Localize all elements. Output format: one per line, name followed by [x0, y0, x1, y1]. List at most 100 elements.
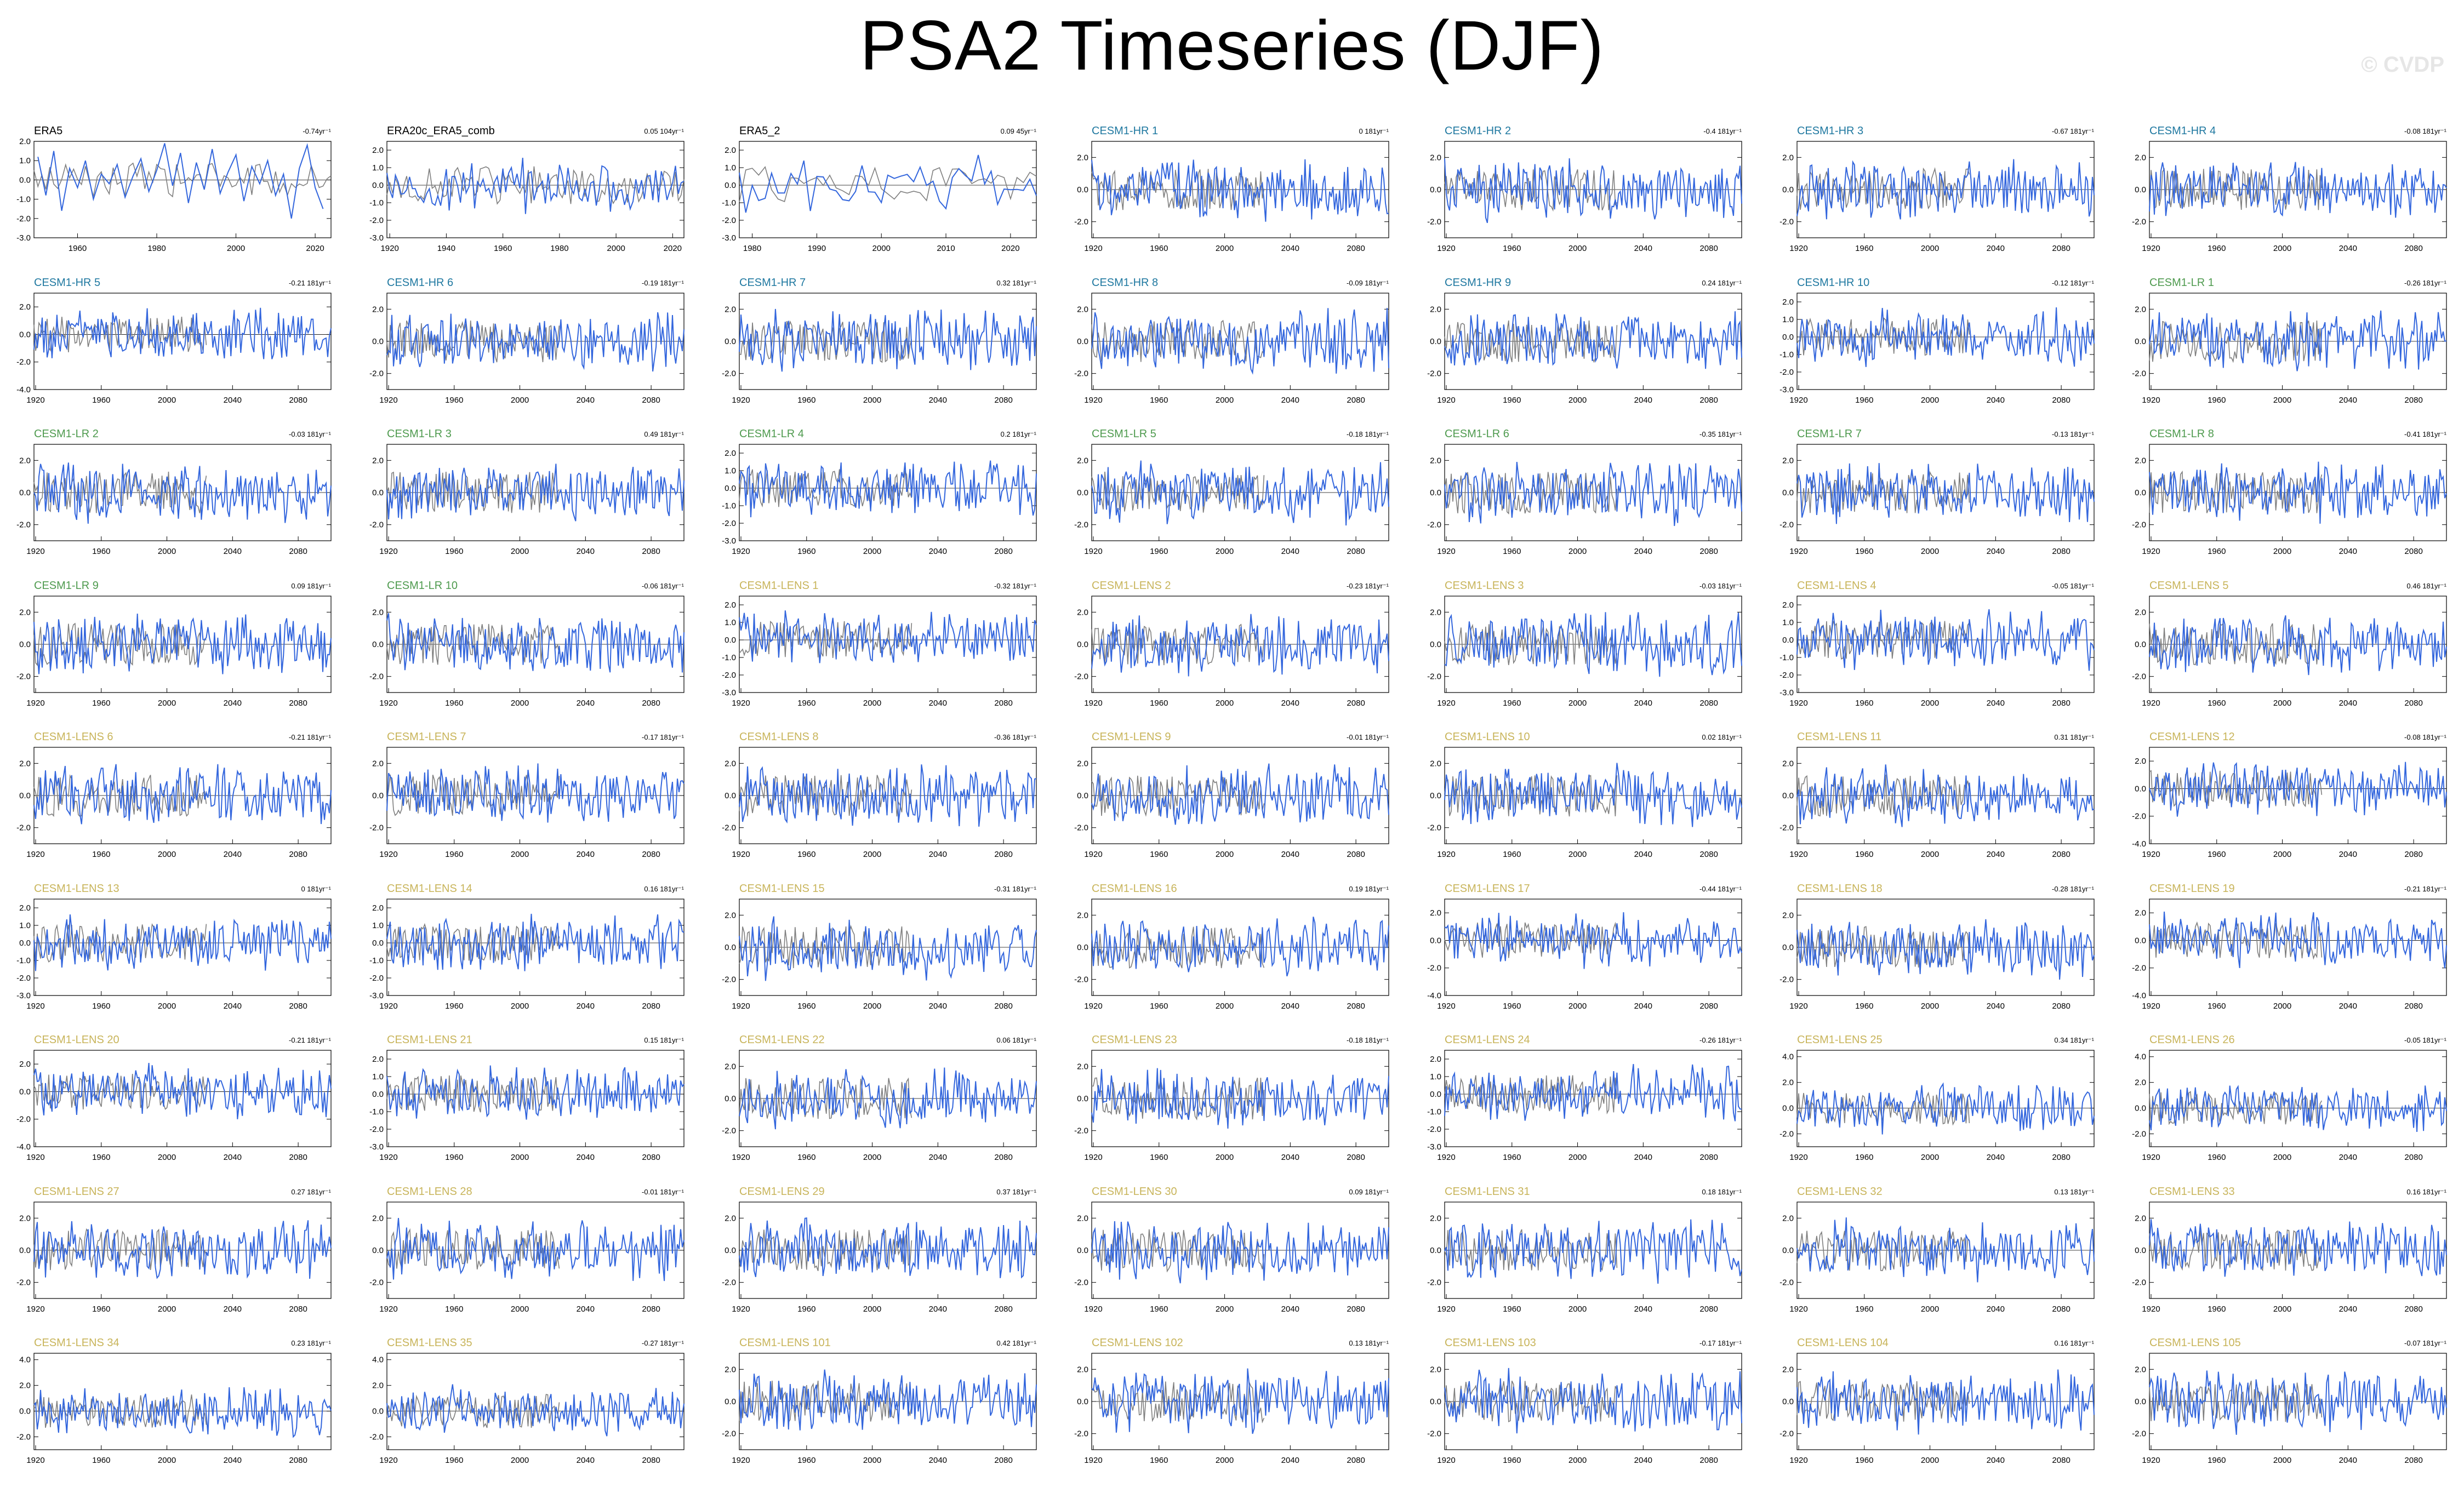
member-series-line: [2149, 911, 2447, 969]
panel-trend-label: 0.46 181yr⁻¹: [2406, 582, 2446, 590]
x-tick-label: 2000: [1568, 1305, 1587, 1314]
x-tick-label: 2000: [1921, 547, 1939, 556]
y-tick-label: -1.0: [722, 501, 736, 511]
x-tick-label: 1920: [1437, 396, 1455, 405]
ensemble-mean-line: [2149, 1091, 2323, 1125]
y-tick-label: 2.0: [1430, 1365, 1441, 1374]
x-tick-label: 1960: [92, 850, 110, 859]
plot-frame: [1796, 1050, 2095, 1147]
y-tick-label: 2.0: [2135, 908, 2146, 918]
y-tick-label: -2.0: [1779, 218, 1794, 227]
ensemble-mean-line: [1444, 1075, 1618, 1115]
x-tick-label: 1960: [92, 699, 110, 708]
x-tick-label: 1960: [445, 1456, 463, 1465]
x-tick-label: 1960: [1503, 1002, 1521, 1011]
ensemble-mean-line: [1796, 926, 1970, 968]
y-tick-label: 0.0: [2135, 640, 2146, 649]
y-tick-label: 2.0: [2135, 608, 2146, 617]
plot-frame: [1091, 1050, 1389, 1147]
member-series-line: [33, 1220, 332, 1279]
member-series-line: [739, 1217, 1037, 1279]
x-tick-label: 1920: [26, 396, 44, 405]
x-tick-label: 1960: [92, 396, 110, 405]
y-tick-label: 0.0: [19, 1407, 31, 1416]
x-tick-label: 1920: [2142, 850, 2160, 859]
y-tick-label: -2.0: [369, 216, 384, 225]
x-tick-label: 2040: [1634, 1456, 1652, 1465]
x-tick-label: 1920: [1084, 1153, 1102, 1162]
panel-trend-label: -0.07 181yr⁻¹: [2404, 1339, 2446, 1347]
panel-trend-label: 0.06 181yr⁻¹: [996, 1036, 1036, 1044]
y-tick-label: -3.0: [369, 1142, 384, 1152]
x-tick-label: 2000: [863, 850, 881, 859]
member-series-line: [739, 1067, 1037, 1130]
panel-title: CESM1-HR 3: [1797, 125, 1864, 137]
y-tick-label: 4.0: [2135, 1052, 2146, 1062]
x-tick-label: 1960: [1503, 1153, 1521, 1162]
x-tick-label: 2080: [2052, 1456, 2070, 1465]
x-tick-label: 1960: [1150, 699, 1168, 708]
x-tick-label: 1960: [797, 1456, 815, 1465]
x-tick-label: 2080: [2404, 1305, 2422, 1314]
y-tick-label: 2.0: [1782, 600, 1794, 610]
panel-title: CESM1-LENS 26: [2149, 1034, 2235, 1046]
plot-frame: [33, 1353, 332, 1450]
panel-title: CESM1-LENS 18: [1797, 883, 1883, 895]
y-tick-label: 0.0: [725, 943, 736, 952]
panel-title: CESM1-LR 8: [2149, 428, 2214, 440]
panel-title: CESM1-LENS 103: [1445, 1337, 1536, 1349]
panel-trend-label: 0 181yr⁻¹: [1359, 127, 1389, 135]
panel-title: CESM1-LR 9: [34, 580, 99, 592]
ensemble-mean-line: [386, 923, 560, 962]
ensemble-mean-line: [33, 1074, 207, 1110]
y-tick-label: 2.0: [1077, 1365, 1088, 1374]
y-tick-label: 2.0: [1430, 908, 1441, 918]
ensemble-mean-line: [739, 165, 1037, 203]
y-tick-label: 2.0: [725, 305, 736, 314]
y-tick-label: -1.0: [1779, 350, 1794, 359]
member-series-line: [386, 312, 685, 372]
x-tick-label: 2000: [158, 1002, 176, 1011]
x-tick-label: 2040: [1281, 1456, 1299, 1465]
x-tick-label: 2040: [1281, 850, 1299, 859]
member-series-line: [1091, 159, 1389, 222]
x-tick-label: 2000: [1216, 1153, 1234, 1162]
x-tick-label: 1920: [732, 1456, 750, 1465]
ensemble-mean-line: [1444, 1229, 1618, 1272]
plot-frame: [386, 444, 685, 541]
ensemble-mean-line: [2149, 1380, 2323, 1423]
y-tick-label: 2.0: [1430, 153, 1441, 162]
y-tick-label: -2.0: [369, 520, 384, 530]
y-tick-label: -1.0: [722, 198, 736, 208]
y-tick-label: 2.0: [1077, 456, 1088, 465]
x-tick-label: 1920: [2142, 699, 2160, 708]
member-series-line: [1444, 1063, 1742, 1122]
x-tick-label: 1920: [1437, 1002, 1455, 1011]
y-tick-label: 1.0: [1430, 1072, 1441, 1082]
ensemble-mean-line: [386, 321, 560, 363]
member-series-line: [1091, 1221, 1389, 1284]
y-tick-label: 2.0: [19, 759, 31, 768]
y-tick-label: 0.0: [1077, 1246, 1088, 1255]
x-tick-label: 2080: [2052, 1002, 2070, 1011]
x-tick-label: 2000: [511, 396, 529, 405]
ensemble-mean-line: [1091, 319, 1264, 362]
member-series-line: [1796, 307, 2095, 367]
panel-trend-label: -0.28 181yr⁻¹: [2052, 885, 2094, 893]
panel-title: CESM1-LR 6: [1445, 428, 1509, 440]
member-series-line: [1796, 159, 2095, 220]
plot-frame: [2149, 1202, 2447, 1299]
y-tick-label: 0.0: [2135, 185, 2146, 194]
member-series-line: [33, 764, 332, 825]
panel-title: CESM1-LR 1: [2149, 277, 2214, 289]
x-tick-label: 2000: [158, 699, 176, 708]
x-tick-label: 2080: [289, 1456, 307, 1465]
